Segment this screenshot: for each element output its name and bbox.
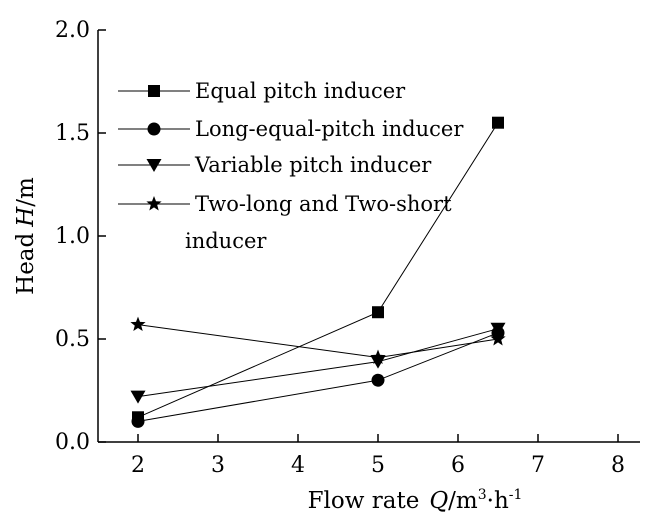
legend-label: Equal pitch inducer: [195, 79, 406, 103]
x-tick-label: 6: [451, 453, 465, 478]
x-axis-title: Flow rate Q/m3·h-1: [308, 487, 523, 514]
axes: 2 3 4 5 6 7 8 0.0 0.5 1.0 1.5 2.0: [55, 18, 640, 478]
y-axis-title: HeadH/m: [13, 177, 39, 295]
series-layer: [130, 116, 506, 428]
y-tick-label: 0.0: [55, 430, 90, 455]
legend-item: Variable pitch inducer: [118, 153, 432, 177]
legend-item: Equal pitch inducer: [118, 79, 406, 103]
data-point: [370, 349, 386, 365]
x-tick-label: 3: [211, 453, 225, 478]
x-tick-label: 5: [371, 453, 385, 478]
y-tick-label: 2.0: [55, 18, 90, 43]
data-point: [371, 373, 385, 387]
legend-label: Variable pitch inducer: [194, 153, 432, 177]
series-circle: [131, 326, 505, 428]
legend-item: Two-long and Two-short inducer: [118, 192, 452, 253]
legend-label-line2: inducer: [185, 229, 267, 253]
x-tick-label: 2: [131, 453, 145, 478]
legend-label: Two-long and Two-short: [195, 192, 452, 216]
series-line: [137, 332, 499, 422]
data-point: [490, 322, 506, 336]
legend-marker: [148, 85, 160, 97]
legend-marker: [146, 159, 162, 172]
data-point: [131, 414, 145, 428]
data-point: [370, 355, 386, 369]
data-point: [492, 116, 504, 129]
legend-item: Long-equal-pitch inducer: [118, 117, 464, 141]
series-triangle-down: [130, 322, 506, 404]
x-tick-label: 8: [611, 453, 625, 478]
series-line: [137, 324, 499, 359]
legend-marker: [147, 122, 161, 136]
series-star: [130, 316, 506, 365]
data-point: [490, 331, 506, 346]
x-tick-label: 4: [291, 453, 305, 478]
x-tick-label: 7: [531, 453, 545, 478]
data-point: [130, 316, 146, 332]
y-tick-label: 1.0: [55, 224, 90, 249]
legend: Equal pitch inducer Long-equal-pitch indu…: [118, 79, 464, 253]
y-tick-label: 0.5: [55, 327, 90, 352]
data-point: [372, 306, 384, 319]
data-point: [130, 390, 146, 404]
legend-label: Long-equal-pitch inducer: [195, 117, 464, 141]
y-tick-label: 1.5: [55, 121, 90, 146]
legend-marker: [146, 196, 162, 211]
